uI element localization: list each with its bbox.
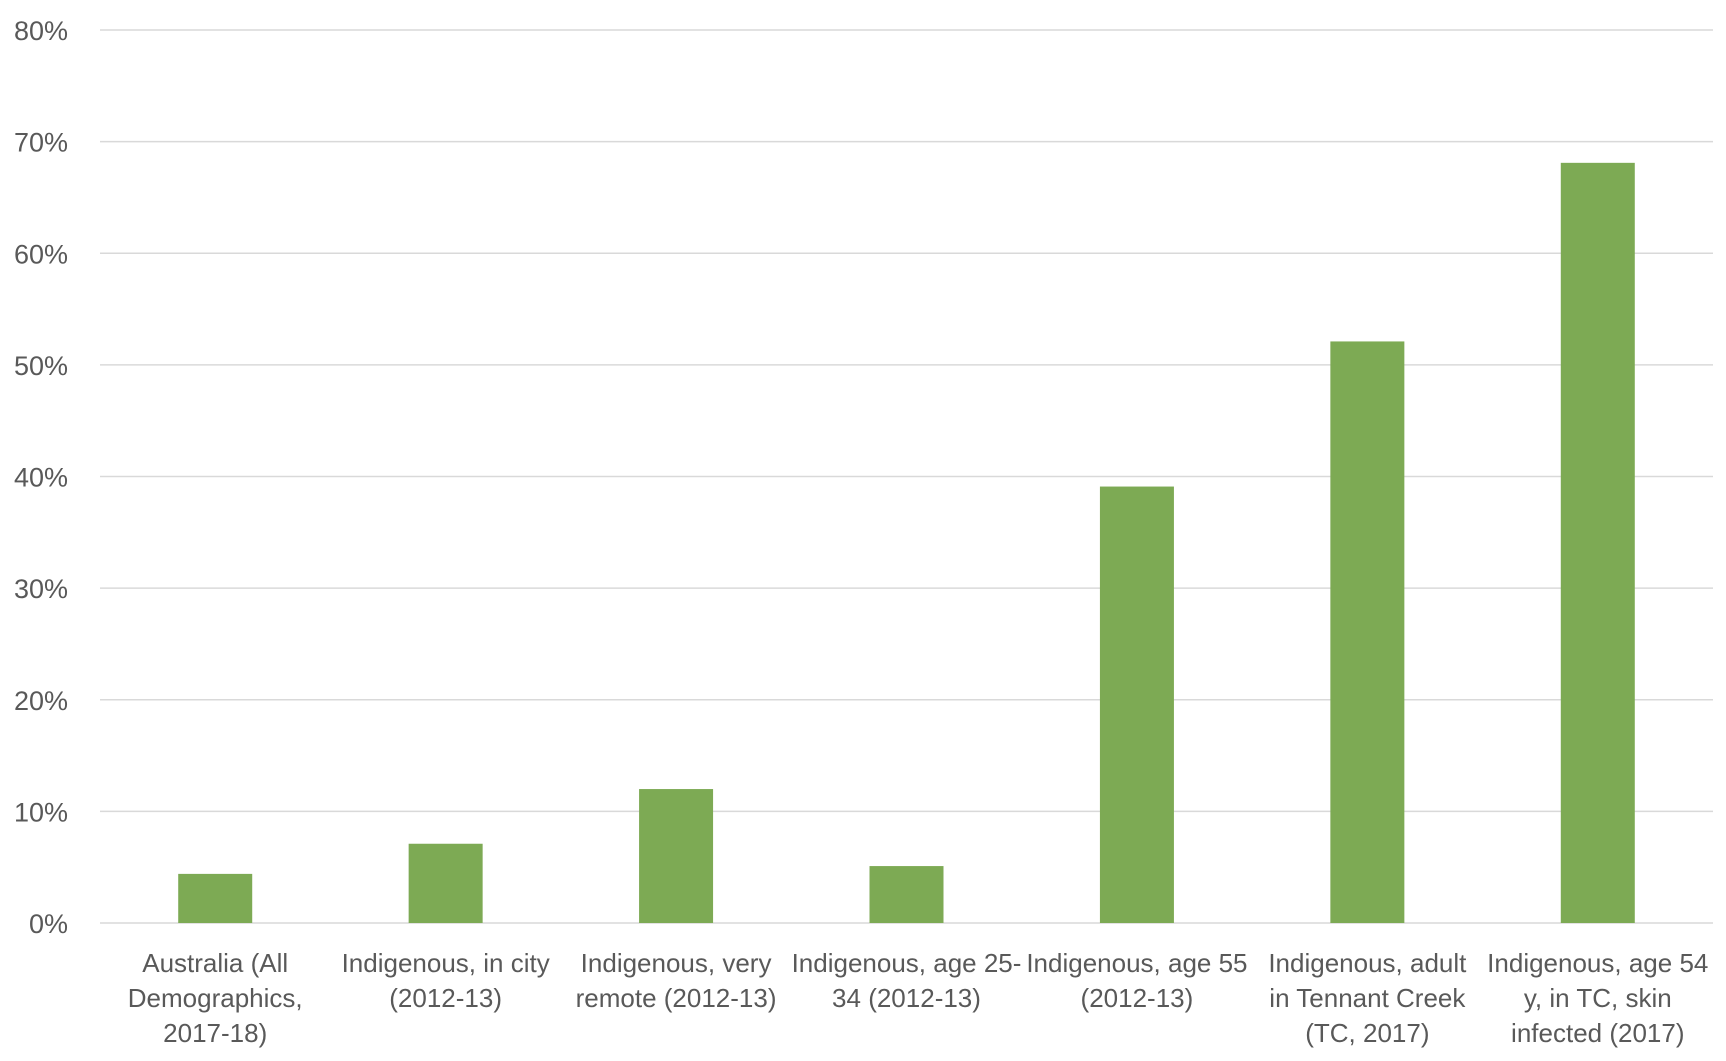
bar xyxy=(1099,486,1174,923)
x-category-label-line: (TC, 2017) xyxy=(1305,1018,1429,1048)
bar xyxy=(869,866,944,923)
x-category-label: Australia (All Demographics, 2017-18) xyxy=(128,948,303,1048)
x-category-label-line: Demographics, xyxy=(128,983,303,1013)
x-category-label: Indigenous, age 54 y, in TC, skin infected… xyxy=(1487,948,1708,1048)
x-category-label-line: remote (2012-13) xyxy=(576,983,777,1013)
x-category-label-line: in Tennant Creek xyxy=(1269,983,1466,1013)
y-tick-label: 70% xyxy=(14,128,68,158)
x-category-label: Indigenous, very remote (2012-13) xyxy=(576,948,777,1013)
x-category-label-line: Indigenous, in city xyxy=(342,948,550,978)
bar xyxy=(1560,162,1635,924)
y-tick-label: 10% xyxy=(14,797,68,827)
y-axis-tick-labels: 0% 10% 20% 30% 40% 50% 60% 70% 80% xyxy=(14,16,68,939)
x-category-label-line: Australia (All xyxy=(142,948,288,978)
x-category-label-line: 34 (2012-13) xyxy=(832,983,981,1013)
y-tick-label: 80% xyxy=(14,16,68,46)
x-category-label-line: Indigenous, age 25- xyxy=(792,948,1022,978)
x-category-label-line: Indigenous, adult xyxy=(1268,948,1467,978)
x-category-label: Indigenous, in city (2012-13) xyxy=(342,948,550,1013)
y-tick-label: 50% xyxy=(14,351,68,381)
y-tick-label: 20% xyxy=(14,686,68,716)
x-category-label-line: infected (2017) xyxy=(1511,1018,1684,1048)
x-category-label-line: y, in TC, skin xyxy=(1524,983,1672,1013)
bar xyxy=(178,873,253,923)
bar xyxy=(639,789,714,923)
x-category-label: Indigenous, age 55 (2012-13) xyxy=(1026,948,1247,1013)
x-category-label-line: (2012-13) xyxy=(389,983,502,1013)
y-tick-label: 0% xyxy=(29,909,68,939)
bars xyxy=(178,162,1635,924)
x-category-label-line: Indigenous, very xyxy=(581,948,772,978)
x-category-label-line: 2017-18) xyxy=(163,1018,267,1048)
bar xyxy=(408,843,483,923)
gridlines xyxy=(100,29,1713,924)
x-category-label-line: Indigenous, age 54 xyxy=(1487,948,1708,978)
y-tick-label: 30% xyxy=(14,574,68,604)
x-category-label-line: Indigenous, age 55 xyxy=(1026,948,1247,978)
x-category-label-line: (2012-13) xyxy=(1081,983,1194,1013)
x-axis-category-labels: Australia (All Demographics, 2017-18) Indig… xyxy=(128,948,1709,1048)
y-tick-label: 40% xyxy=(14,463,68,493)
y-tick-label: 60% xyxy=(14,239,68,269)
x-category-label: Indigenous, age 25- 34 (2012-13) xyxy=(792,948,1022,1013)
bar xyxy=(1330,341,1405,924)
x-category-label: Indigenous, adult in Tennant Creek (TC, 20… xyxy=(1268,948,1467,1048)
